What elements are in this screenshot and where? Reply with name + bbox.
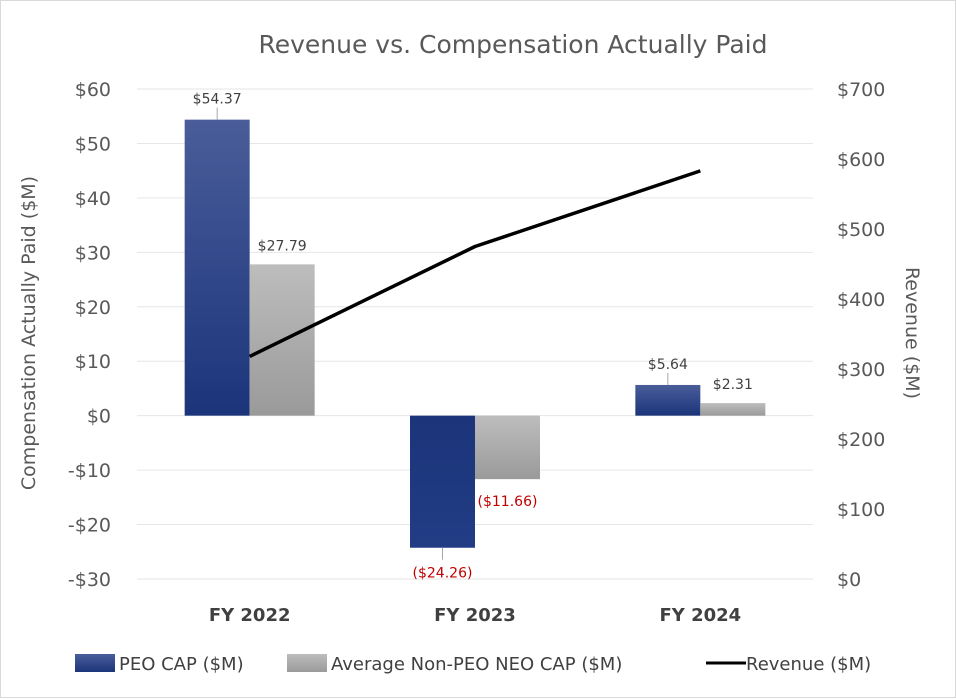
y-axis-title: Compensation Actually Paid ($M) [18,176,40,490]
bar-neo-cap [475,416,540,479]
legend-label-neo: Average Non-PEO NEO CAP ($M) [331,654,622,675]
category-label: FY 2023 [434,605,516,626]
y-tick-label: $40 [75,188,111,210]
right-axis-ticks: $700 $600 $500 $400 $300 $200 $100 $0 [837,79,885,591]
y-tick-label: $10 [75,351,111,373]
legend-label-revenue: Revenue ($M) [746,654,871,675]
y2-tick-label: $700 [837,79,885,101]
y-tick-label: -$30 [68,569,111,591]
y-tick-label: $50 [75,133,111,155]
y-tick-label: $30 [75,242,111,264]
y2-tick-label: $500 [837,219,885,241]
left-axis-ticks: $60 $50 $40 $30 $20 $10 $0 -$10 -$20 -$30 [68,79,111,591]
y2-tick-label: $100 [837,499,885,521]
y2-tick-label: $600 [837,149,885,171]
bar-peo-cap [410,416,475,548]
y2-tick-label: $400 [837,289,885,311]
y-tick-label: $0 [87,406,111,428]
y2-tick-label: $200 [837,429,885,451]
y-tick-label: $20 [75,297,111,319]
category-labels: FY 2022 FY 2023 FY 2024 [209,605,741,626]
bar-neo-cap [700,403,765,416]
y-tick-label: $60 [75,79,111,101]
y-tick-label: -$20 [68,515,111,537]
data-label-neo: $2.31 [713,377,753,393]
y2-tick-label: $0 [837,569,861,591]
data-label-peo: ($24.26) [413,566,473,582]
category-label: FY 2024 [659,605,741,626]
legend-swatch-neo [287,654,327,672]
data-label-peo: $5.64 [648,357,688,373]
bar-peo-cap [185,120,250,416]
chart-title: Revenue vs. Compensation Actually Paid [258,30,767,59]
y2-tick-label: $300 [837,359,885,381]
y2-axis-title: Revenue ($M) [901,267,923,399]
legend: PEO CAP ($M) Average Non-PEO NEO CAP ($M… [75,654,871,675]
revenue-line [250,171,701,357]
legend-label-peo: PEO CAP ($M) [119,654,244,675]
data-label-neo: ($11.66) [478,494,538,510]
legend-swatch-peo [75,654,115,672]
revenue-line-group [250,171,701,357]
data-label-peo: $54.37 [193,92,242,108]
y-tick-label: -$10 [68,460,111,482]
category-label: FY 2022 [209,605,291,626]
data-label-neo: $27.79 [258,238,307,254]
bars [185,120,766,548]
bar-peo-cap [635,385,700,416]
